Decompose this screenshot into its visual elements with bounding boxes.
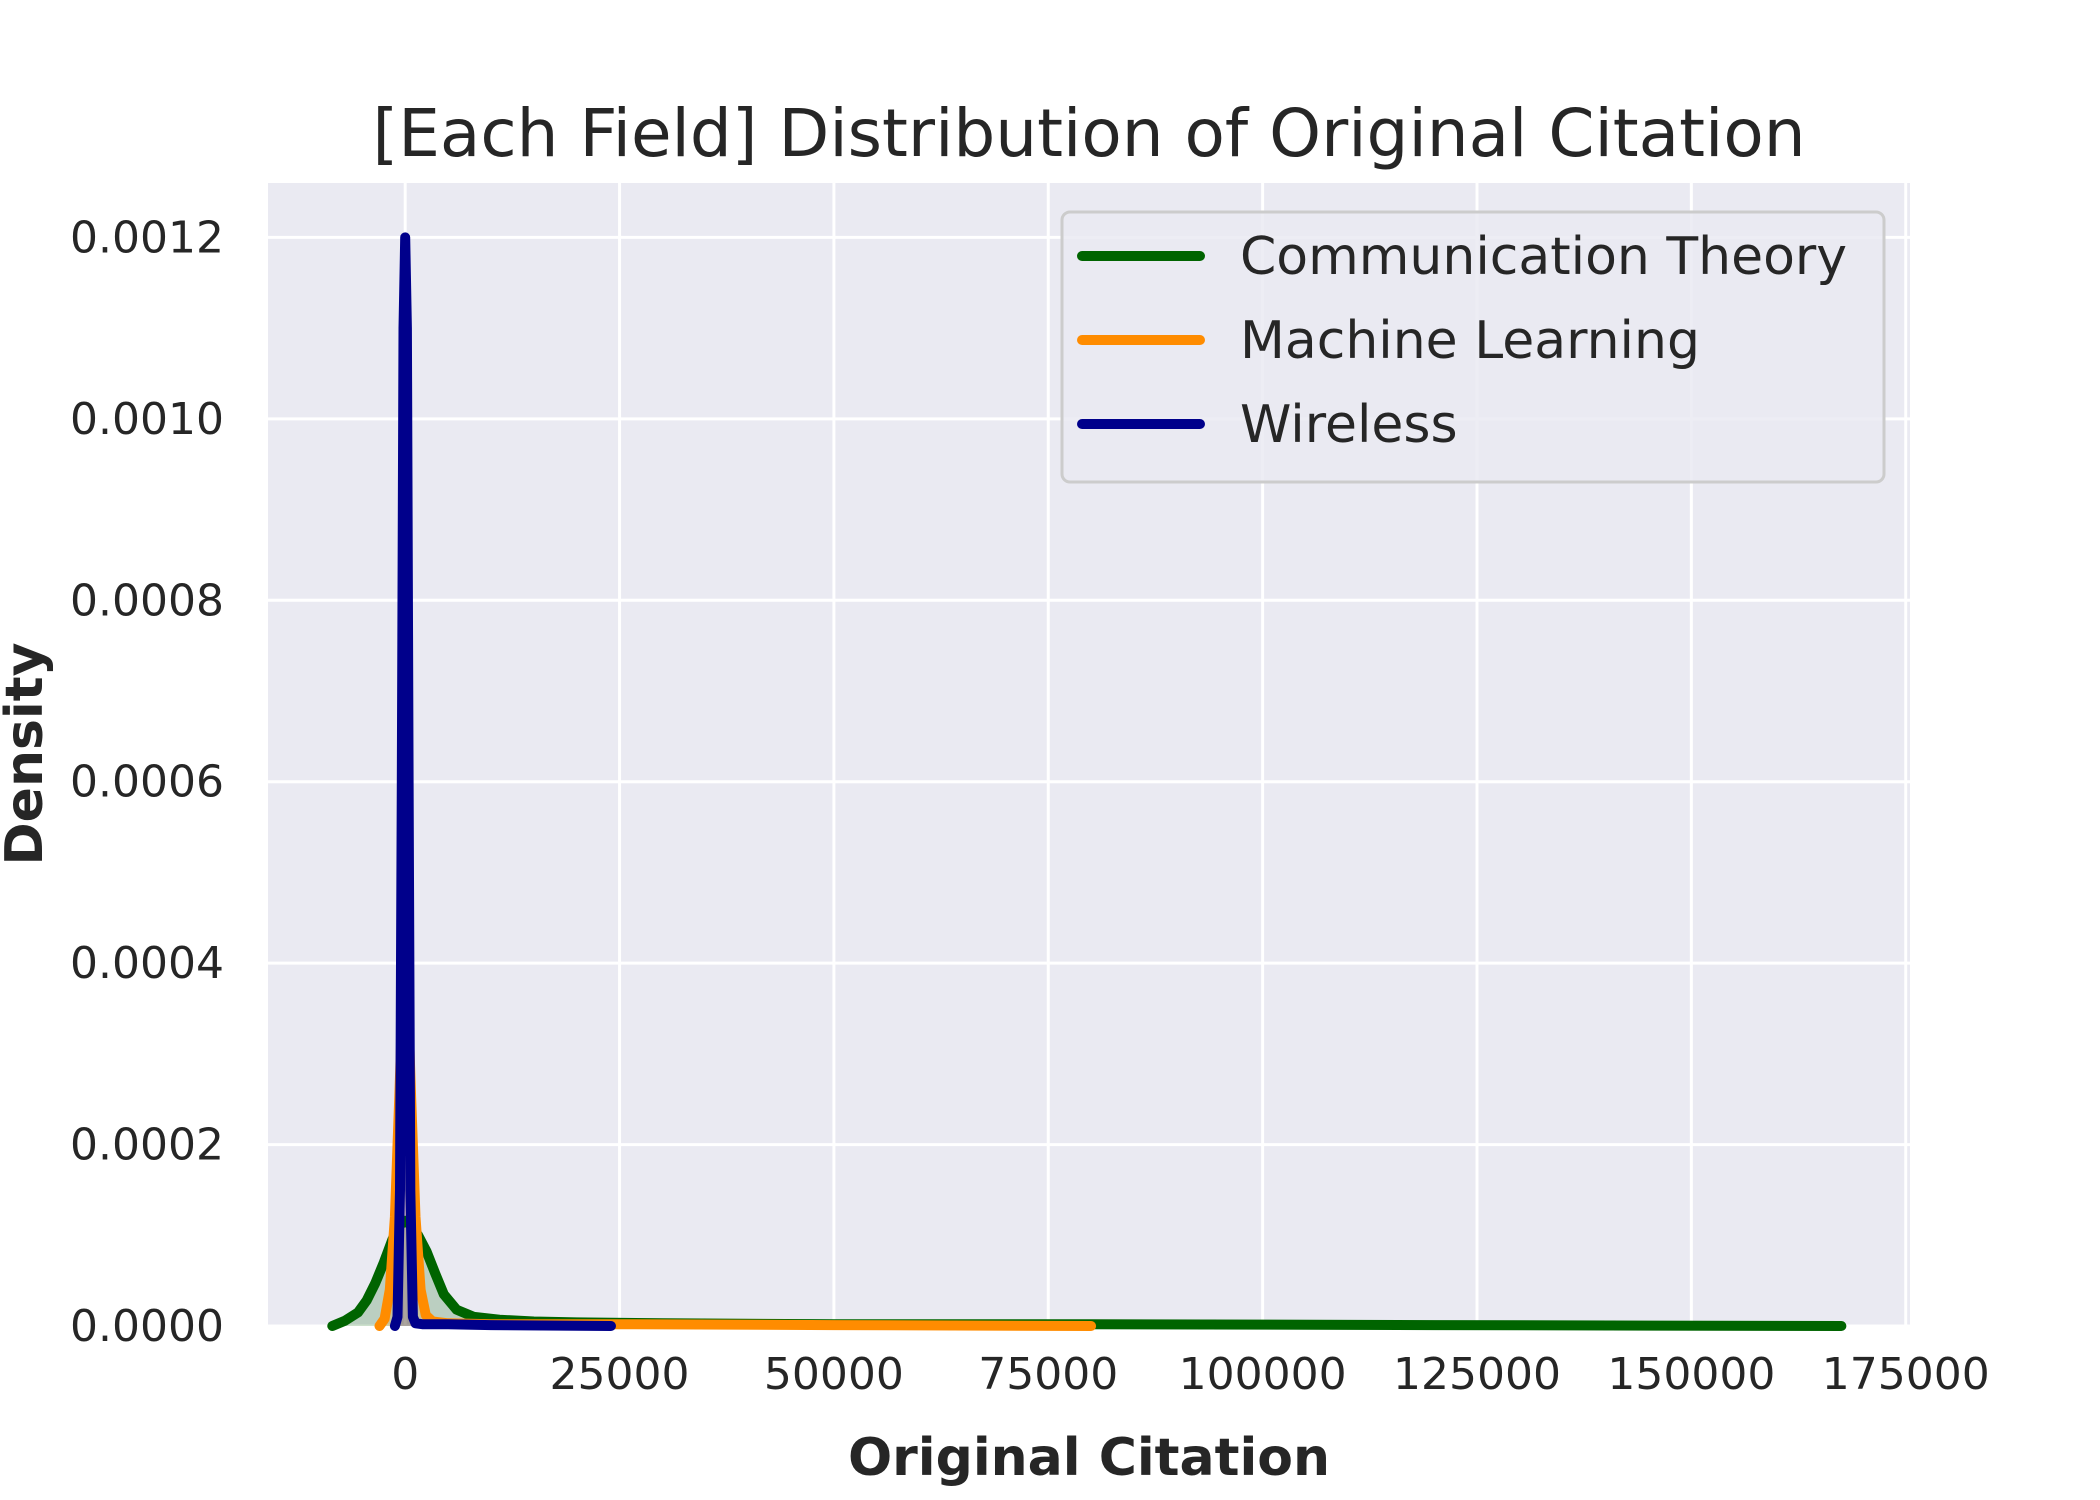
x-tick-labels: 0 25000 50000 75000 100000 125000 150000 175000 <box>391 1349 1990 1400</box>
x-tick-label: 175000 <box>1822 1349 1990 1400</box>
y-tick-label: 0.0002 <box>70 1120 224 1171</box>
y-tick-label: 0.0012 <box>70 212 224 263</box>
x-tick-label: 75000 <box>978 1349 1118 1400</box>
x-tick-label: 25000 <box>550 1349 690 1400</box>
y-axis-title: Density <box>0 643 55 866</box>
legend-label: Wireless <box>1240 395 1458 455</box>
y-tick-label: 0.0000 <box>70 1301 224 1352</box>
legend-items: Communication Theory Machine Learning Wire… <box>1077 227 1847 455</box>
y-tick-labels: 0.0000 0.0002 0.0004 0.0006 0.0008 0.0010 0.00… <box>70 212 224 1352</box>
chart-title: [Each Field] Distribution of Original Ci… <box>372 95 1805 172</box>
x-tick-label: 125000 <box>1393 1349 1561 1400</box>
density-lines <box>327 232 1847 1331</box>
x-tick-label: 50000 <box>764 1349 904 1400</box>
x-tick-label: 0 <box>391 1349 419 1400</box>
x-tick-label: 150000 <box>1607 1349 1775 1400</box>
legend-label: Machine Learning <box>1240 311 1700 371</box>
legend-box <box>1060 210 1886 484</box>
density-line <box>389 232 616 1331</box>
y-tick-label: 0.0008 <box>70 575 224 626</box>
legend-label: Communication Theory <box>1240 227 1847 287</box>
y-tick-label: 0.0004 <box>70 938 224 989</box>
x-axis-title: Original Citation <box>848 1428 1330 1488</box>
legend: Communication Theory Machine Learning Wire… <box>1060 210 1886 484</box>
y-tick-label: 0.0010 <box>70 394 224 445</box>
y-tick-label: 0.0006 <box>70 757 224 808</box>
x-tick-label: 100000 <box>1179 1349 1347 1400</box>
